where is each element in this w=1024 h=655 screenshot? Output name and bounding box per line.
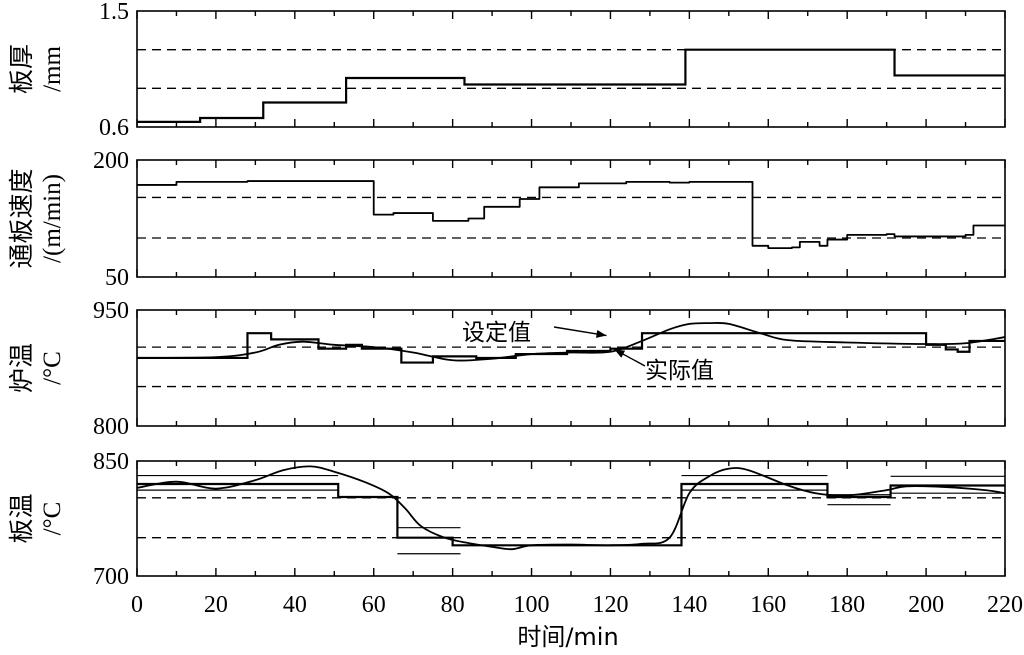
x-tick-label: 180 [829,592,865,618]
y-axis-label-line: /(m/min) [39,174,66,263]
x-tick-label: 120 [592,592,628,618]
y-axis-label-line: 板温 [8,493,36,543]
panel-frame [136,309,1006,427]
y-axis-label-line: /°C [39,502,66,536]
y-axis-label-speed: 通板速度/(m/min) [8,168,66,268]
y-axis-label-strip-temp: 板温/°C [8,493,66,543]
y-tick-label: 0.6 [99,115,129,141]
actual-series-furnace-temp [136,322,1006,362]
y-axis-label-furnace-temp: 炉温/°C [8,343,66,393]
y-tick-label: 950 [93,298,129,324]
x-axis-label: 时间/min [517,623,618,651]
y-axis-label-line: /mm [39,46,66,92]
x-tick-label: 0 [131,592,143,618]
y-tick-label: 800 [93,414,129,440]
annotation-label: 实际值 [645,358,714,384]
panel-thickness: 0.6 1.5 板厚/mm [8,0,1006,141]
setpoint-series-furnace-temp [137,332,1005,364]
actual-series-strip-temp [136,465,1006,551]
y-tick-label: 850 [93,449,129,475]
shared-x-axis: 0 20 40 60 80 100 120 140 160 180 200 220 [131,592,1023,618]
x-tick-label: 100 [514,592,550,618]
x-tick-label: 20 [204,592,228,618]
x-tick-label: 80 [441,592,465,618]
y-tick-label: 700 [93,564,129,590]
annotation-arrowhead [614,349,626,358]
x-tick-label: 140 [671,592,707,618]
y-axis-label-line: 炉温 [8,343,36,393]
panel-speed: 50 200 通板速度/(m/min) [8,148,1006,291]
panel-frame [136,159,1006,278]
y-axis-label-line: 板厚 [8,44,36,94]
x-tick-label: 160 [750,592,786,618]
annotation-label: 设定值 [462,320,531,346]
panel-strip-temp: 700 850 板温/°C [8,449,1006,590]
setpoint-series-thickness [137,48,1005,123]
x-tick-label: 40 [283,592,307,618]
x-tick-label: 60 [362,592,386,618]
actual-series-speed [137,180,1005,250]
y-axis-label-line: /°C [39,351,66,385]
y-axis-label-line: 通板速度 [8,168,36,268]
setpoint-series-strip-temp [137,482,1005,547]
panel-frame [136,10,1006,128]
panel-frame [136,460,1006,577]
x-tick-label: 200 [908,592,944,618]
x-tick-label: 220 [987,592,1023,618]
y-axis-label-thickness: 板厚/mm [8,44,66,94]
y-tick-label: 1.5 [99,0,129,25]
y-tick-label: 200 [93,148,129,174]
chart-panels: 0.61.5板厚/mm50200通板速度/(m/min)800950炉温/°C设… [8,0,1006,590]
annotation-arrowhead [595,329,607,338]
y-tick-label: 50 [105,265,129,291]
